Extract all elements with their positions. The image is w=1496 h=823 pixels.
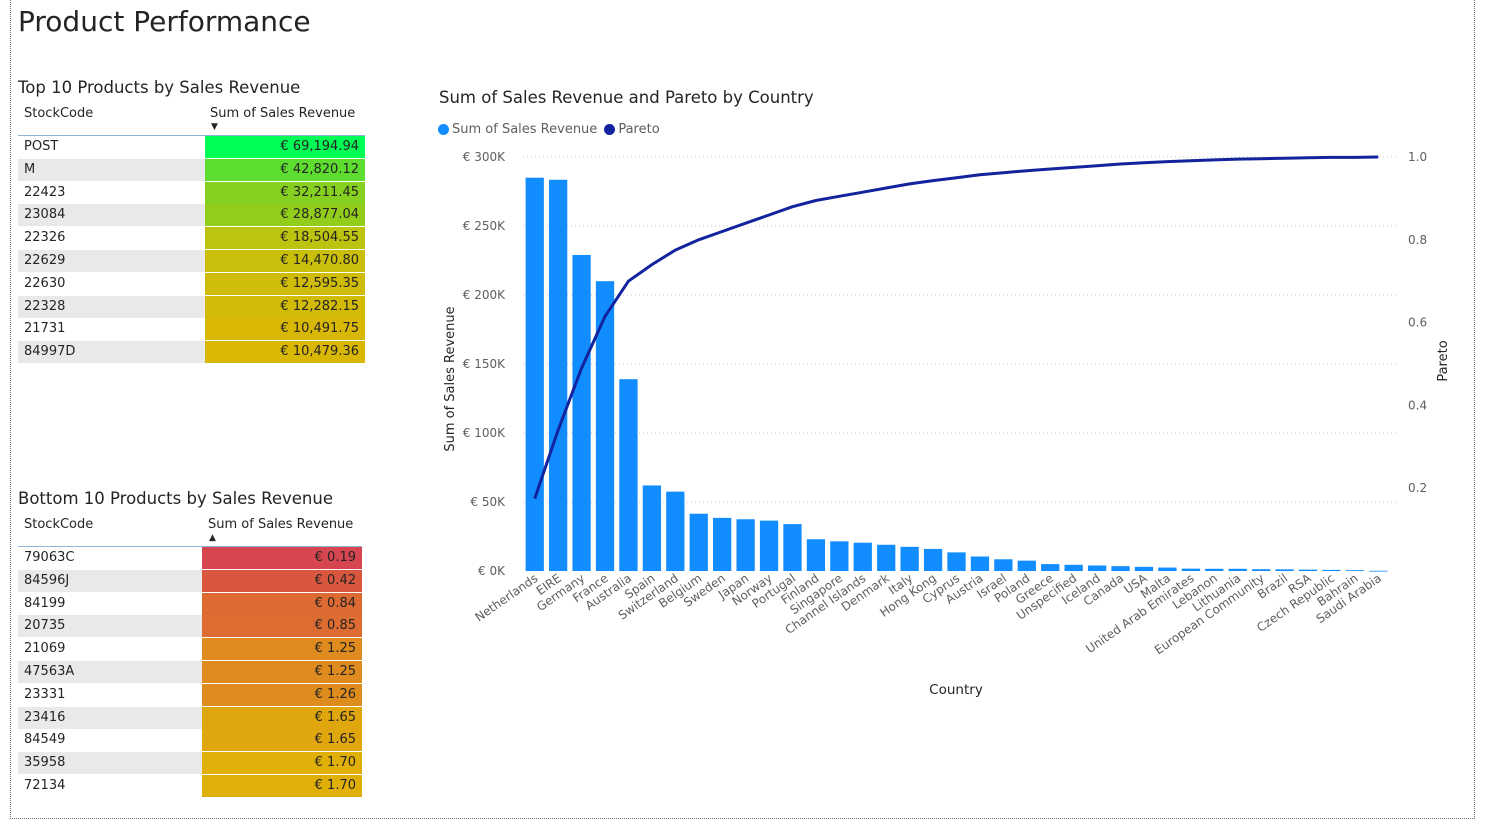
table-row[interactable]: 23331 € 1.26: [18, 683, 362, 707]
stockcode-cell: 84997D: [18, 341, 205, 364]
page-title: Product Performance: [18, 5, 311, 38]
table-row[interactable]: 84549 € 1.65: [18, 729, 362, 752]
legend-item-sales[interactable]: Sum of Sales Revenue: [438, 122, 597, 137]
top-products-table[interactable]: StockCode Sum of Sales Revenue ▼ POST € 6…: [18, 105, 365, 364]
stockcode-cell: 21069: [18, 638, 202, 661]
table-row[interactable]: 23416 € 1.65: [18, 706, 362, 730]
legend-label-pareto: Pareto: [618, 122, 660, 137]
legend-item-pareto[interactable]: Pareto: [604, 122, 660, 137]
sales-revenue-cell: € 10,491.75: [205, 318, 365, 341]
sales-revenue-cell: € 1.65: [202, 729, 362, 752]
table-row[interactable]: 22629 € 14,470.80: [18, 249, 365, 273]
sales-revenue-cell: € 69,194.94: [205, 136, 365, 158]
sales-revenue-cell: € 0.19: [202, 547, 362, 569]
stockcode-cell: 20735: [18, 615, 202, 638]
report-canvas-frame: [10, 0, 1475, 819]
stockcode-cell: 22630: [18, 272, 205, 295]
table-row[interactable]: POST € 69,194.94: [18, 136, 365, 159]
sales-revenue-cell: € 1.26: [202, 683, 362, 706]
stockcode-cell: 23416: [18, 706, 202, 729]
sales-revenue-cell: € 12,282.15: [205, 295, 365, 318]
stockcode-cell: 21731: [18, 318, 205, 341]
sales-revenue-cell: € 12,595.35: [205, 272, 365, 295]
chart-title: Sum of Sales Revenue and Pareto by Count…: [439, 88, 814, 107]
legend-dot-icon: [438, 124, 449, 135]
stockcode-cell: M: [18, 158, 205, 181]
table-header: StockCode Sum of Sales Revenue ▼: [18, 105, 365, 136]
sales-revenue-cell: € 1.65: [202, 706, 362, 729]
stockcode-cell: 23084: [18, 204, 205, 227]
sales-revenue-cell: € 42,820.12: [205, 158, 365, 181]
sales-revenue-cell: € 0.42: [202, 569, 362, 592]
stockcode-cell: 79063C: [18, 547, 202, 569]
legend-label-sales: Sum of Sales Revenue: [452, 122, 598, 137]
stockcode-cell: 22629: [18, 249, 205, 272]
table-row[interactable]: 84997D € 10,479.36: [18, 341, 365, 364]
chart-legend: Sum of Sales Revenue Pareto: [438, 122, 667, 137]
sales-revenue-cell: € 1.25: [202, 660, 362, 683]
table-row[interactable]: 79063C € 0.19: [18, 547, 362, 570]
sales-revenue-cell: € 28,877.04: [205, 204, 365, 227]
sales-revenue-column-header[interactable]: Sum of Sales Revenue: [210, 106, 356, 121]
sales-revenue-cell: € 0.85: [202, 615, 362, 638]
stockcode-cell: POST: [18, 136, 205, 158]
stockcode-cell: 72134: [18, 774, 202, 797]
stockcode-cell: 22328: [18, 295, 205, 318]
stockcode-cell: 47563A: [18, 660, 202, 683]
sales-revenue-column-header[interactable]: Sum of Sales Revenue: [208, 517, 354, 532]
stockcode-cell: 84549: [18, 729, 202, 752]
sales-revenue-cell: € 14,470.80: [205, 249, 365, 272]
sales-revenue-cell: € 10,479.36: [205, 341, 365, 364]
table-row[interactable]: 22326 € 18,504.55: [18, 227, 365, 250]
table-row[interactable]: 21069 € 1.25: [18, 638, 362, 661]
stockcode-cell: 22326: [18, 227, 205, 250]
stockcode-column-header[interactable]: StockCode: [24, 517, 94, 532]
table-row[interactable]: M € 42,820.12: [18, 158, 365, 182]
table-row[interactable]: 22423 € 32,211.45: [18, 181, 365, 205]
table-row[interactable]: 20735 € 0.85: [18, 615, 362, 638]
table-row[interactable]: 35958 € 1.70: [18, 752, 362, 775]
sort-ascending-icon: ▲: [209, 533, 216, 543]
table-header: StockCode Sum of Sales Revenue ▲: [18, 516, 362, 547]
bottom-products-table[interactable]: StockCode Sum of Sales Revenue ▲ 79063C €…: [18, 516, 362, 798]
bottom-table-title: Bottom 10 Products by Sales Revenue: [18, 489, 333, 508]
sales-revenue-cell: € 0.84: [202, 592, 362, 615]
sales-revenue-cell: € 1.70: [202, 774, 362, 797]
table-row[interactable]: 22328 € 12,282.15: [18, 295, 365, 319]
stockcode-cell: 84199: [18, 592, 202, 615]
table-row[interactable]: 23084 € 28,877.04: [18, 204, 365, 227]
sales-revenue-cell: € 1.70: [202, 752, 362, 775]
sales-revenue-cell: € 18,504.55: [205, 227, 365, 250]
table-row[interactable]: 72134 € 1.70: [18, 774, 362, 798]
sales-revenue-cell: € 1.25: [202, 638, 362, 661]
stockcode-cell: 22423: [18, 181, 205, 204]
table-row[interactable]: 47563A € 1.25: [18, 660, 362, 684]
table-body: POST € 69,194.94 M € 42,820.12 22423 € 32,211…: [18, 136, 365, 364]
table-row[interactable]: 84596J € 0.42: [18, 569, 362, 593]
stockcode-cell: 23331: [18, 683, 202, 706]
table-row[interactable]: 22630 € 12,595.35: [18, 272, 365, 296]
table-body: 79063C € 0.19 84596J € 0.42 84199 € 0.84 20735…: [18, 547, 362, 798]
legend-dot-icon: [604, 124, 616, 135]
sales-revenue-cell: € 32,211.45: [205, 181, 365, 204]
table-row[interactable]: 84199 € 0.84: [18, 592, 362, 616]
table-row[interactable]: 21731 € 10,491.75: [18, 318, 365, 341]
top-table-title: Top 10 Products by Sales Revenue: [18, 78, 301, 97]
stockcode-cell: 35958: [18, 752, 202, 775]
stockcode-cell: 84596J: [18, 569, 202, 592]
sort-descending-icon: ▼: [211, 122, 218, 132]
stockcode-column-header[interactable]: StockCode: [24, 106, 94, 121]
